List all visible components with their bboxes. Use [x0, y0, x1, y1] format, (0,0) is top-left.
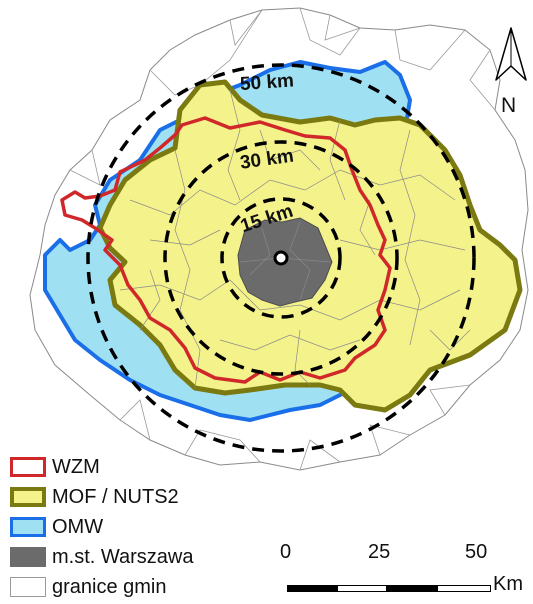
north-arrow-label: N: [501, 94, 516, 117]
scale-segment: [437, 585, 491, 592]
wzm-boundary: [60, 116, 392, 384]
omw-swatch-icon: [10, 517, 46, 537]
scale-tick-label: 50: [465, 541, 488, 563]
scale-tick-label: 0: [280, 541, 292, 563]
legend-label: MOF / NUTS2: [52, 485, 179, 508]
scale-unit: Km: [493, 573, 523, 595]
gmina-swatch-icon: [10, 577, 46, 597]
gmina-boundaries: [119, 89, 471, 389]
center-marker: [273, 250, 289, 266]
legend-item-mof: MOF / NUTS2: [10, 482, 194, 512]
ring-50km: [86, 63, 476, 453]
legend-label: granice gmin: [52, 575, 167, 598]
legend-item-wzm: WZM: [10, 452, 194, 482]
scale-segment: [337, 585, 387, 592]
ring-15km: [220, 197, 342, 319]
mof-swatch-icon: [10, 487, 46, 507]
legend-label: WZM: [52, 455, 100, 478]
scale-segment: [387, 585, 437, 592]
warsaw-swatch-icon: [10, 547, 46, 567]
wzm-swatch-icon: [10, 457, 46, 477]
legend-label: m.st. Warszawa: [52, 545, 194, 568]
ring-30km: [163, 140, 399, 376]
legend-item-gminy: granice gmin: [10, 572, 194, 602]
scale-tick-label: 25: [368, 541, 391, 563]
north-arrow-icon: [495, 27, 527, 81]
legend-item-omw: OMW: [10, 512, 194, 542]
legend: WZM MOF / NUTS2 OMW m.st. Warszawa grani…: [10, 452, 194, 602]
legend-item-warsaw: m.st. Warszawa: [10, 542, 194, 572]
scale-bar: 0 25 50 Km: [272, 541, 530, 597]
legend-label: OMW: [52, 515, 104, 538]
scale-segment: [287, 585, 337, 592]
distance-rings: [86, 63, 476, 453]
ring-label-50km: 50 km: [239, 70, 294, 95]
